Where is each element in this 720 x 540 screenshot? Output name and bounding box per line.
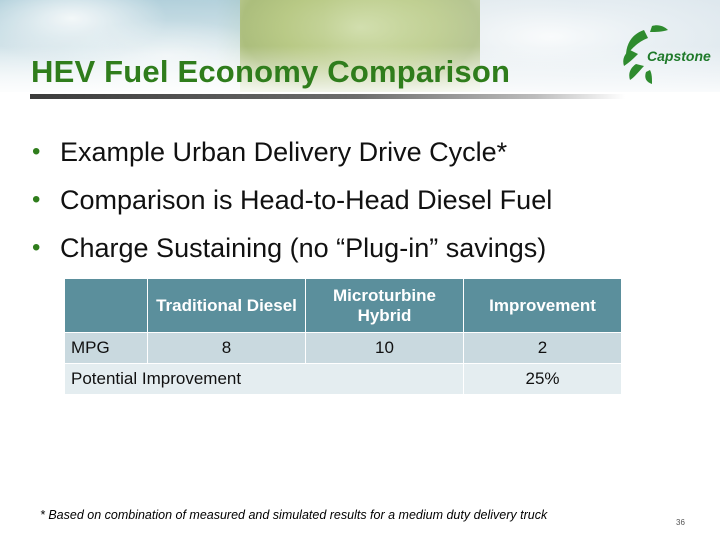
bullet-text: Charge Sustaining (no “Plug-in” savings)	[60, 233, 547, 263]
comparison-table: Traditional Diesel Microturbine Hybrid I…	[64, 278, 622, 395]
table-row: MPG 8 10 2	[64, 332, 622, 364]
row-label-potential-improvement: Potential Improvement	[64, 363, 464, 395]
bullet-text: Example Urban Delivery Drive Cycle*	[60, 137, 508, 167]
footnote: * Based on combination of measured and s…	[40, 508, 548, 522]
page-number: 36	[676, 518, 685, 527]
header-traditional-diesel: Traditional Diesel	[147, 278, 306, 333]
bullet-item: • Example Urban Delivery Drive Cycle*	[32, 128, 552, 176]
bullet-text: Comparison is Head-to-Head Diesel Fuel	[60, 185, 553, 215]
bullet-icon: •	[32, 138, 41, 165]
header-banner	[0, 0, 720, 92]
slide-title: HEV Fuel Economy Comparison	[31, 54, 511, 89]
title-underline	[30, 94, 625, 99]
bullet-item: • Charge Sustaining (no “Plug-in” savings…	[32, 224, 552, 272]
table-header-row: Traditional Diesel Microturbine Hybrid I…	[64, 278, 622, 333]
header-microturbine-hybrid: Microturbine Hybrid	[305, 278, 464, 333]
cell-microturbine-hybrid-mpg: 10	[305, 332, 464, 364]
bullet-icon: •	[32, 234, 41, 261]
capstone-logo-text: Capstone	[647, 48, 711, 64]
table-row: Potential Improvement 25%	[64, 363, 622, 395]
header-improvement: Improvement	[463, 278, 622, 333]
capstone-logo-icon	[623, 25, 668, 84]
row-label-mpg: MPG	[64, 332, 148, 364]
cell-traditional-diesel-mpg: 8	[147, 332, 306, 364]
header-empty-cell	[64, 278, 148, 333]
banner-fade	[0, 46, 720, 92]
bullet-list: • Example Urban Delivery Drive Cycle* • Co…	[32, 128, 552, 272]
cell-improvement-mpg: 2	[463, 332, 622, 364]
bullet-icon: •	[32, 186, 41, 213]
bullet-item: • Comparison is Head-to-Head Diesel Fuel	[32, 176, 552, 224]
cell-potential-improvement: 25%	[463, 363, 622, 395]
